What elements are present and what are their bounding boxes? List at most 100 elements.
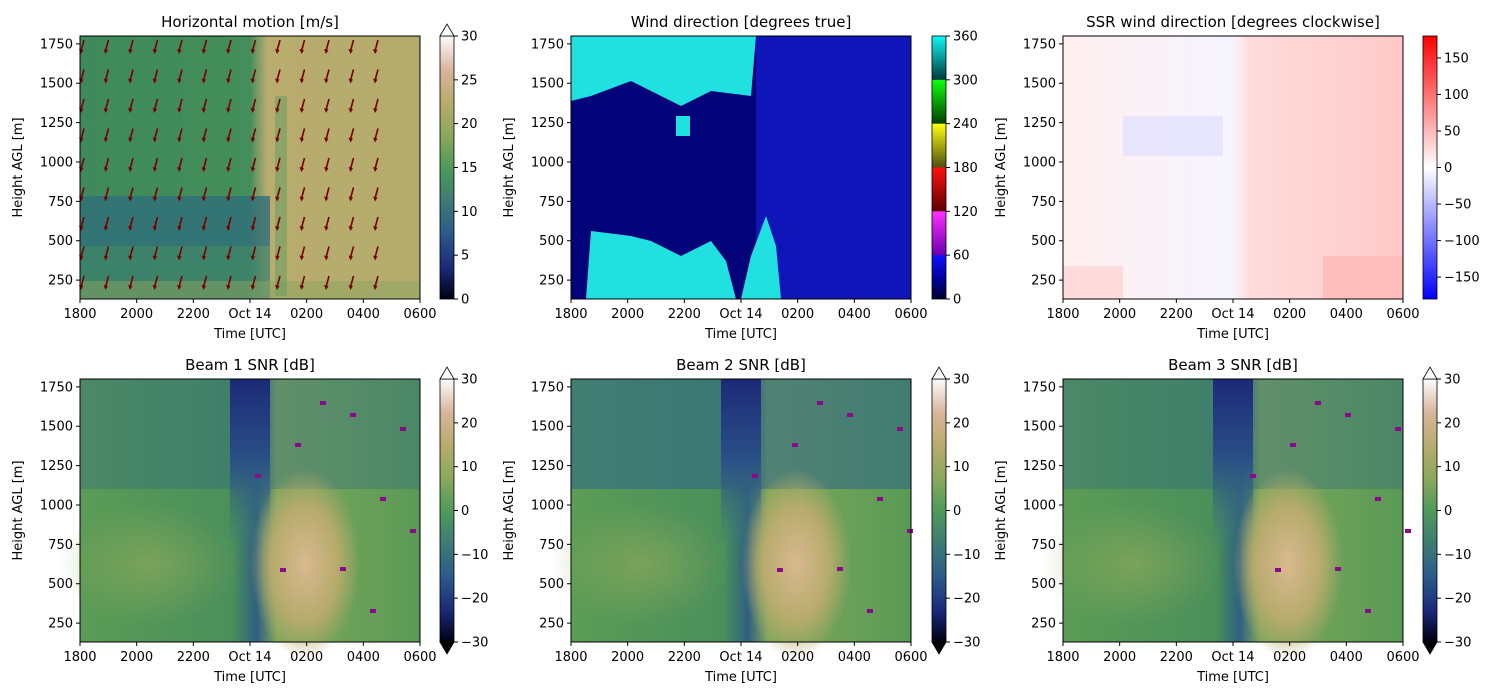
wind-arrow: [178, 39, 183, 52]
wind-arrow: [104, 98, 110, 111]
masked-pixel: [1345, 413, 1351, 417]
wind-arrow: [251, 187, 257, 199]
wind-arrow: [178, 69, 183, 81]
x-tick-label: 2000: [1103, 307, 1136, 322]
wind-arrow: [129, 98, 134, 111]
y-tick-label: 750: [1031, 538, 1056, 553]
colorbar-tick-label: 0: [461, 293, 469, 308]
wind-arrow: [349, 157, 355, 170]
colorbar-tick-label: −100: [1444, 234, 1480, 249]
wind-arrow: [300, 216, 306, 229]
panel-title: Horizontal motion [m/s]: [161, 13, 339, 31]
wind-arrow: [227, 69, 232, 81]
y-tick-label: 1500: [40, 420, 73, 435]
wind-arrow: [104, 39, 110, 52]
wind-arrow: [129, 246, 134, 258]
colorbar-tick-label: −30: [461, 636, 488, 651]
x-tick-label: 0600: [1386, 650, 1419, 665]
wind-arrow: [129, 187, 134, 199]
wind-arrow: [374, 246, 379, 258]
colorbar-tick-label: −20: [1444, 592, 1471, 607]
x-tick-label: 1800: [1046, 650, 1079, 665]
y-axis-label: Height AGL [m]: [502, 460, 517, 560]
y-tick-label: 250: [48, 274, 73, 289]
y-tick-label: 1250: [1023, 116, 1056, 131]
y-tick-label: 750: [48, 195, 73, 210]
wind-arrow: [178, 275, 183, 288]
colorbar: 30 20 10 0 −10 −20 −30: [439, 366, 488, 655]
y-tick-label: 250: [1031, 274, 1056, 289]
panel-title: Beam 3 SNR [dB]: [1168, 356, 1298, 374]
colorbar: 0 5 10 15 20 25 30: [439, 23, 478, 308]
x-tick-label: 0200: [1273, 307, 1306, 322]
x-tick-label: 0400: [347, 650, 380, 665]
wind-arrow: [153, 69, 159, 81]
colorbar-tick-label: 25: [461, 73, 478, 88]
wind-arrow: [80, 128, 85, 140]
wind-arrow: [276, 157, 281, 170]
x-axis-label: Time [UTC]: [704, 327, 777, 342]
wind-arrow: [80, 98, 85, 111]
y-tick-label: 1500: [1023, 420, 1056, 435]
wind-arrow: [300, 98, 306, 111]
colorbar-extend-min: [931, 641, 947, 655]
x-tick-label: Oct 14: [228, 650, 271, 665]
masked-pixel: [1375, 497, 1381, 501]
panel-2: Wind direction [degrees true]1800 2000 220…: [502, 13, 978, 342]
x-tick-label: 0400: [838, 650, 871, 665]
wind-arrow: [325, 246, 330, 258]
wind-arrow: [153, 98, 159, 111]
x-tick-label: 2200: [668, 650, 701, 665]
wind-arrow: [325, 98, 330, 111]
masked-pixel: [792, 443, 798, 447]
wind-arrow: [227, 275, 232, 288]
wind-arrow: [178, 128, 183, 140]
x-tick-label: 2000: [611, 307, 644, 322]
y-tick-label: 250: [48, 617, 73, 632]
colorbar-tick-label: −30: [1444, 636, 1471, 651]
x-tick-label: 0600: [894, 650, 927, 665]
colorbar: 150 100 50 0 −50 −100 −150: [1422, 35, 1480, 300]
heatmap-body: [79, 36, 420, 299]
x-tick-label: 0400: [347, 307, 380, 322]
colorbar-extend-max: [931, 366, 947, 380]
y-axis-label: Height AGL [m]: [994, 117, 1009, 217]
masked-pixel: [370, 609, 376, 613]
x-tick-label: 0600: [894, 307, 927, 322]
wind-arrow: [153, 157, 159, 170]
wind-arrow: [104, 69, 110, 81]
wind-arrow: [349, 187, 355, 199]
y-tick-label: 250: [539, 617, 564, 632]
x-axis-label: Time [UTC]: [213, 670, 286, 685]
wind-arrow: [104, 246, 110, 258]
colorbar-extend-max: [1422, 366, 1438, 380]
x-tick-label: 2200: [1160, 307, 1193, 322]
x-tick-label: 2200: [177, 307, 210, 322]
colorbar-tick-label: 0: [953, 293, 961, 308]
colorbar-extend-min: [1422, 641, 1438, 655]
colorbar-tick-label: 360: [953, 30, 978, 45]
colorbar-tick-label: 150: [1444, 51, 1469, 66]
wind-arrow: [349, 216, 355, 229]
x-tick-label: 2200: [177, 650, 210, 665]
wind-arrow: [374, 69, 379, 81]
panel-5: Beam 2 SNR [dB] 1800 2000 2200 Oct 14 0200 040…: [502, 356, 980, 685]
wind-arrow: [325, 216, 330, 229]
colorbar-tick-label: 0: [1444, 161, 1452, 176]
wind-arrow: [202, 157, 208, 170]
masked-pixel: [907, 529, 913, 533]
colorbar-tick-label: 0: [461, 504, 469, 519]
wind-arrow: [374, 98, 379, 111]
colorbar-tick-label: 10: [953, 460, 970, 475]
y-tick-label: 750: [539, 538, 564, 553]
x-tick-label: Oct 14: [1211, 650, 1254, 665]
heatmap-body: [1063, 36, 1403, 299]
wind-arrow: [202, 98, 208, 111]
wind-arrow: [227, 98, 232, 111]
colorbar-tick-label: 15: [461, 161, 478, 176]
wind-arrow: [227, 128, 232, 140]
heatmap-body: [1043, 379, 1411, 659]
wind-arrow: [178, 216, 183, 229]
masked-pixel: [867, 609, 873, 613]
wind-arrow: [80, 246, 85, 258]
